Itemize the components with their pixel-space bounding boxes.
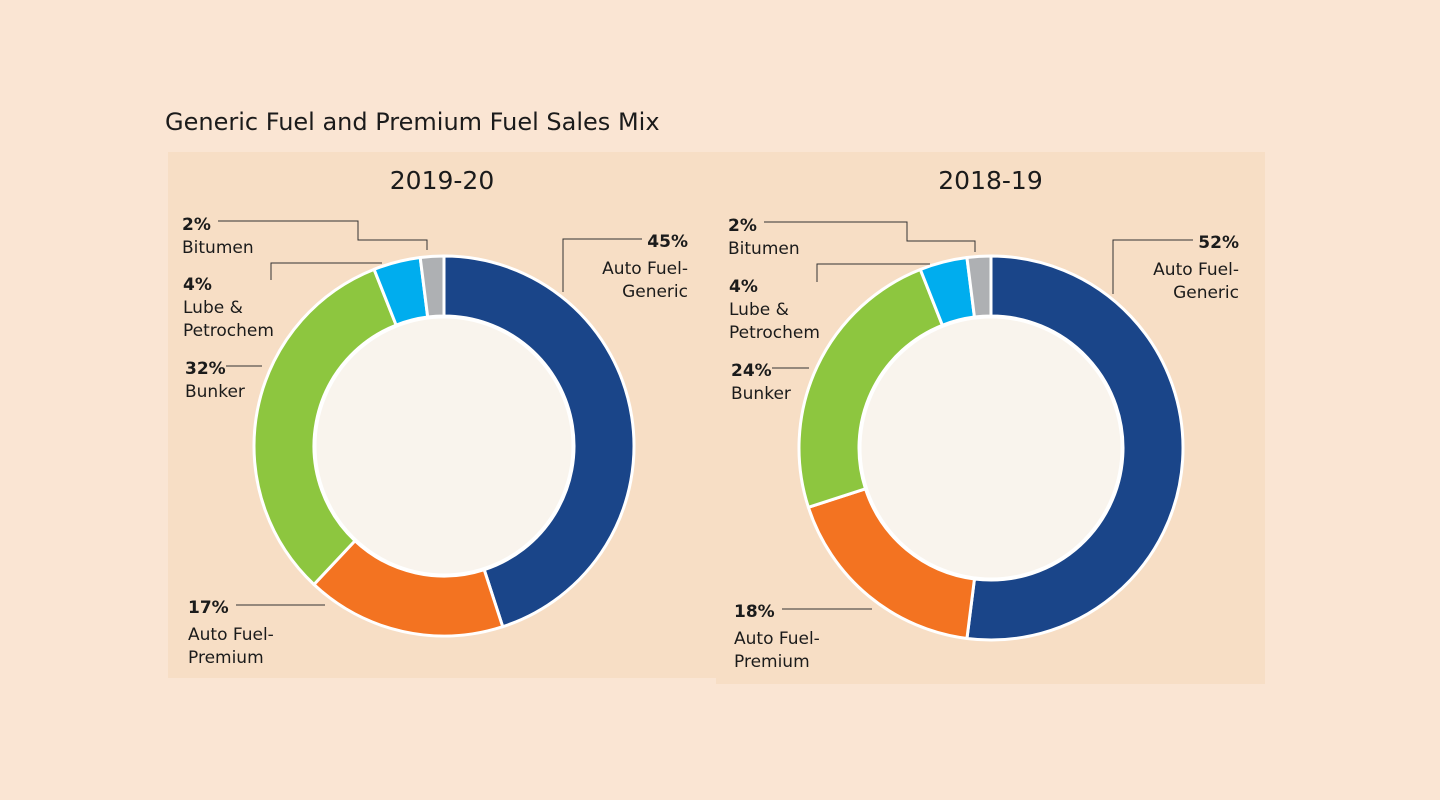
label-percent: 17% (188, 598, 229, 618)
label-percent: 2% (182, 215, 211, 235)
leader-line (218, 220, 428, 250)
label-name: Auto Fuel- (188, 625, 274, 645)
chart-panel-2019-20: 2019-20 45% Auto Fuel- Generic 17% Auto Fuel… (168, 152, 716, 678)
donut-chart-2019-20: 45% Auto Fuel- Generic 17% Auto Fuel- Premium… (182, 215, 688, 668)
donut-hole (858, 315, 1124, 581)
label-name: Bunker (185, 382, 245, 402)
label-name: Generic (622, 282, 688, 302)
label-percent: 32% (185, 359, 226, 379)
label-name: Auto Fuel- (602, 259, 688, 279)
data-label-auto-fuel-premium: 17% Auto Fuel- Premium (188, 598, 274, 668)
chart-title: Generic Fuel and Premium Fuel Sales Mix (165, 108, 660, 136)
donut-chart-2018-19: 52% Auto Fuel- Generic 18% Auto Fuel- Premium… (728, 216, 1239, 672)
data-label-bunker: 24% Bunker (731, 361, 791, 404)
label-percent: 4% (183, 275, 212, 295)
leader-line (816, 263, 930, 282)
label-percent: 45% (647, 232, 688, 252)
leader-line (1112, 239, 1193, 294)
label-name: Premium (734, 652, 810, 672)
label-name: Lube & (183, 298, 243, 318)
label-name: Petrochem (729, 323, 820, 343)
data-label-bunker: 32% Bunker (185, 359, 245, 402)
label-percent: 18% (734, 602, 775, 622)
label-name: Bunker (731, 384, 791, 404)
data-label-bitumen: 2% Bitumen (728, 216, 800, 259)
label-name: Petrochem (183, 321, 274, 341)
donut-hole (313, 315, 575, 577)
label-percent: 4% (729, 277, 758, 297)
label-percent: 24% (731, 361, 772, 381)
label-name: Lube & (729, 300, 789, 320)
data-label-auto-fuel-generic: 52% Auto Fuel- Generic (1153, 233, 1239, 303)
data-label-bitumen: 2% Bitumen (182, 215, 254, 258)
leader-line (270, 262, 382, 280)
panel-title: 2018-19 (938, 166, 1043, 195)
label-name: Auto Fuel- (734, 629, 820, 649)
label-name: Bitumen (182, 238, 254, 258)
data-label-auto-fuel-generic: 45% Auto Fuel- Generic (602, 232, 688, 302)
label-name: Generic (1173, 283, 1239, 303)
panel-title: 2019-20 (389, 166, 495, 195)
chart-panel-2018-19: 2018-19 52% Auto Fuel- Generic 18% Auto Fuel… (716, 152, 1265, 684)
label-name: Auto Fuel- (1153, 260, 1239, 280)
label-name: Premium (188, 648, 264, 668)
data-label-auto-fuel-premium: 18% Auto Fuel- Premium (734, 602, 820, 672)
label-percent: 52% (1198, 233, 1239, 253)
data-label-lube-petrochem: 4% Lube & Petrochem (183, 275, 274, 341)
data-label-lube-petrochem: 4% Lube & Petrochem (729, 277, 820, 343)
label-name: Bitumen (728, 239, 800, 259)
leader-line (562, 238, 642, 292)
leader-line (764, 221, 976, 252)
label-percent: 2% (728, 216, 757, 236)
